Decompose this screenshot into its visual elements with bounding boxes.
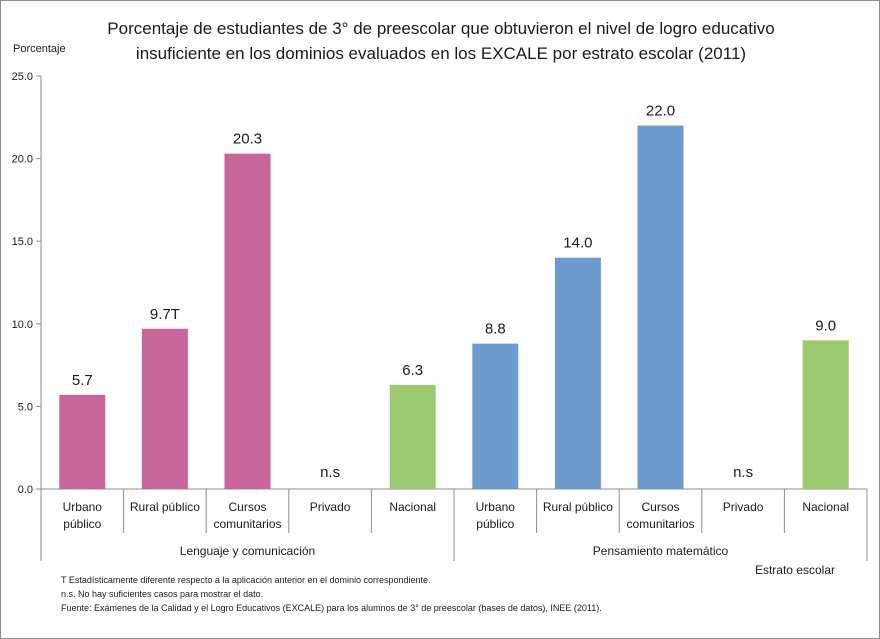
- x-tick-label: comunitarios: [213, 517, 281, 531]
- x-tick-label: Privado: [723, 500, 764, 514]
- x-group-label: Lenguaje y comunicación: [180, 544, 315, 558]
- chart-title-line-2: insuficiente en los dominios evaluados e…: [135, 44, 747, 63]
- y-tick-label: 5.0: [18, 401, 33, 413]
- x-tick-label: Cursos: [228, 500, 266, 514]
- data-label: 8.8: [485, 321, 506, 338]
- footnote-not-enough-cases: n.s. No hay suficientes casos para mostr…: [61, 589, 264, 599]
- data-label: 9.7T: [150, 306, 180, 323]
- x-tick-label: Urbano: [476, 500, 516, 514]
- y-tick-label: 15.0: [12, 236, 33, 248]
- bar: [59, 394, 106, 489]
- x-tick-label: Nacional: [389, 500, 436, 514]
- x-tick-label: Privado: [310, 500, 351, 514]
- data-label: 22.0: [646, 103, 675, 120]
- data-label: 20.3: [233, 131, 262, 148]
- data-label: 14.0: [563, 235, 592, 252]
- footnote-significance: T Estadísticamente diferente respecto a …: [61, 575, 431, 585]
- chart-title-line-1: Porcentaje de estudiantes de 3° de prees…: [107, 19, 775, 38]
- x-tick-label: Rural público: [543, 500, 613, 514]
- x-tick-label: público: [63, 517, 101, 531]
- data-label-ns: n.s: [320, 464, 340, 481]
- y-tick-label: 25.0: [12, 71, 33, 83]
- y-tick-label: 10.0: [12, 319, 33, 331]
- bar: [637, 125, 684, 489]
- x-group-label: Pensamiento matemático: [593, 544, 729, 558]
- bar: [554, 257, 601, 489]
- footnote-source: Fuente: Exámenes de la Calidad y el Logr…: [61, 603, 602, 613]
- data-label: 6.3: [402, 362, 423, 379]
- x-axis-title: Estrato escolar: [755, 563, 835, 577]
- y-tick-label: 0.0: [18, 484, 33, 496]
- data-label: 5.7: [72, 372, 93, 389]
- bar: [802, 340, 849, 489]
- x-tick-label: Rural público: [130, 500, 200, 514]
- x-tick-label: Cursos: [641, 500, 679, 514]
- x-tick-label: público: [476, 517, 514, 531]
- x-tick-label: Urbano: [63, 500, 103, 514]
- data-label-ns: n.s: [733, 464, 753, 481]
- bar: [141, 328, 188, 489]
- y-axis-title: Porcentaje: [13, 43, 66, 55]
- bar: [224, 153, 271, 490]
- chart-title: Porcentaje de estudiantes de 3° de prees…: [1, 16, 879, 66]
- x-tick-label: comunitarios: [626, 517, 694, 531]
- y-tick-label: 20.0: [12, 154, 33, 166]
- bar: [389, 384, 436, 489]
- bar: [472, 343, 519, 489]
- x-tick-label: Nacional: [802, 500, 849, 514]
- footnotes: T Estadísticamente diferente respecto a …: [61, 573, 602, 615]
- data-label: 9.0: [815, 317, 836, 334]
